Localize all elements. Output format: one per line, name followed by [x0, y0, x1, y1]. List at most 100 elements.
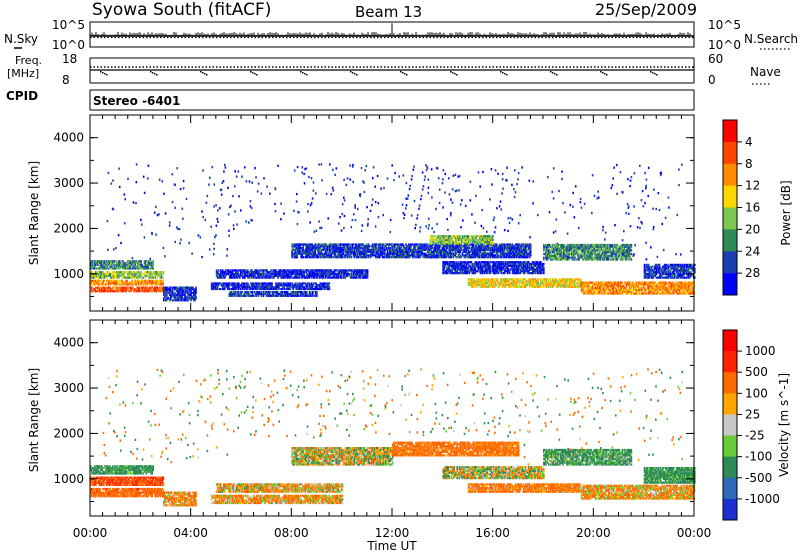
power-cell	[323, 272, 326, 276]
power-cell	[503, 254, 506, 257]
power-cell	[528, 264, 531, 267]
power-cell	[496, 254, 499, 257]
power-cell	[360, 243, 363, 246]
power-cell	[341, 252, 344, 255]
power-cell	[286, 292, 289, 296]
power-cell	[301, 292, 304, 296]
power-cell	[451, 264, 454, 267]
power-cell	[542, 266, 544, 269]
power-cell	[462, 248, 465, 252]
power-cell	[294, 269, 297, 272]
power-cell	[292, 247, 294, 250]
power-cell	[219, 269, 222, 272]
power-cell	[395, 243, 397, 246]
power-cell	[280, 287, 282, 291]
power-cell	[363, 250, 366, 253]
power-cell	[97, 281, 99, 284]
power-cell	[143, 272, 146, 276]
power-cell	[315, 272, 318, 276]
power-cell	[503, 245, 506, 248]
power-cell	[242, 282, 244, 285]
power-cell	[120, 286, 122, 289]
power-cell	[456, 256, 459, 259]
power-cell	[222, 271, 225, 274]
power-cell	[140, 260, 142, 263]
power-cell	[311, 269, 314, 272]
power-cell	[295, 248, 298, 252]
power-cell	[344, 271, 347, 274]
power-cell	[94, 265, 96, 268]
power-cell	[365, 250, 368, 253]
power-cell	[351, 248, 354, 252]
power-cell	[446, 268, 449, 271]
power-cell	[513, 280, 516, 283]
power-cell	[462, 268, 465, 271]
power-cell	[98, 279, 100, 282]
power-cell	[227, 282, 230, 285]
power-cell	[509, 262, 512, 266]
power-cell	[537, 264, 539, 267]
power-cell	[160, 274, 163, 277]
power-cell	[478, 256, 481, 259]
power-cell	[236, 271, 238, 274]
power-cell	[343, 269, 346, 272]
power-cell	[292, 271, 294, 274]
power-cell	[533, 270, 536, 273]
power-cell	[295, 286, 298, 289]
power-cell	[293, 291, 296, 294]
power-cell	[163, 297, 165, 300]
power-cell	[162, 281, 165, 284]
power-cell	[256, 276, 258, 279]
power-cell	[139, 263, 141, 267]
power-cell	[113, 290, 115, 293]
power-cell	[537, 261, 539, 264]
power-cell	[337, 274, 340, 277]
power-cell	[229, 271, 232, 274]
power-cell	[116, 265, 118, 268]
power-cell	[210, 287, 213, 291]
power-cell	[292, 252, 294, 255]
power-cell	[277, 276, 279, 279]
power-cell	[506, 254, 509, 257]
power-cell	[254, 271, 256, 274]
power-cell	[450, 261, 453, 264]
power-cell	[119, 283, 121, 286]
power-cell	[509, 250, 512, 253]
power-cell	[299, 294, 302, 297]
power-cell	[225, 286, 228, 289]
power-cell	[135, 272, 137, 276]
power-cell	[429, 254, 431, 257]
power-cell	[480, 245, 483, 248]
power-cell	[469, 261, 472, 264]
power-cell	[100, 272, 102, 276]
power-cell	[500, 283, 503, 287]
power-cell	[282, 269, 284, 272]
power-cell	[285, 271, 287, 274]
power-cell	[136, 274, 138, 277]
power-cell	[243, 282, 245, 285]
power-cell	[361, 252, 364, 255]
power-cell	[516, 254, 519, 257]
power-cell	[321, 276, 324, 279]
power-cell	[137, 260, 139, 263]
power-cell	[506, 250, 509, 253]
power-cell	[482, 247, 485, 250]
power-cell	[128, 263, 130, 267]
power-cell	[318, 276, 321, 279]
power-cell	[456, 268, 459, 271]
power-cell	[467, 282, 470, 285]
power-cell	[529, 252, 532, 255]
power-cell	[146, 281, 149, 284]
power-cell	[349, 250, 352, 253]
power-cell	[290, 292, 293, 296]
power-cell	[472, 248, 475, 252]
power-cell	[453, 247, 456, 250]
power-cell	[126, 262, 128, 265]
power-cell	[401, 250, 403, 253]
power-cell	[316, 274, 319, 277]
power-cell	[486, 245, 489, 248]
power-cell	[250, 282, 252, 285]
power-cell	[435, 237, 438, 240]
power-cell	[376, 243, 379, 246]
power-cell	[149, 267, 152, 270]
